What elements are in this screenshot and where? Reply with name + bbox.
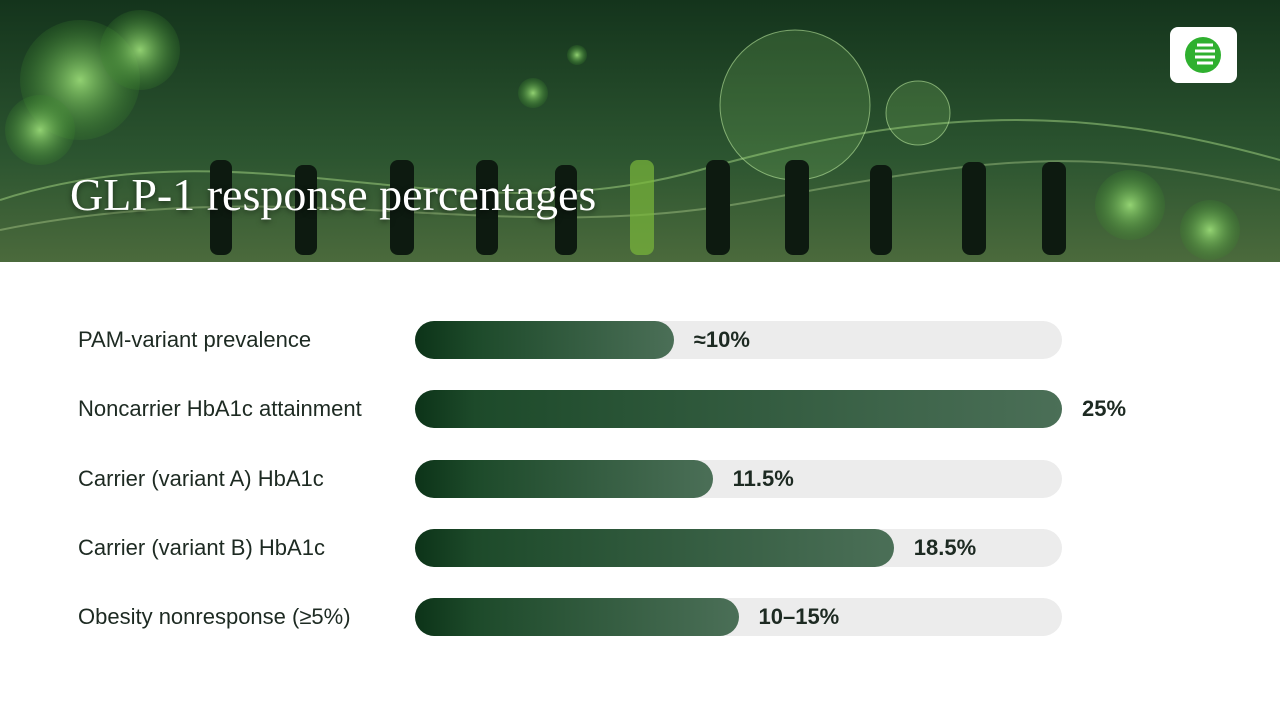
value-label: 18.5%: [913, 534, 977, 560]
banner-image: [0, 0, 1280, 262]
bar: [415, 598, 739, 637]
category-label: PAM-variant prevalence: [78, 327, 312, 352]
logo: [1170, 27, 1237, 83]
bar: [415, 528, 894, 567]
category-label: Noncarrier HbA1c attainment: [78, 396, 362, 422]
value-label: 25%: [1082, 396, 1127, 422]
slide-title: GLP-1 response percentages: [70, 169, 597, 220]
category-label: Obesity nonresponse (≥5%): [78, 604, 351, 630]
category-label: Carrier (variant B) HbA1c: [78, 534, 325, 560]
bar: [415, 390, 1062, 429]
value-label: 10–15%: [758, 604, 840, 630]
bar: [415, 459, 713, 498]
logo-icon: [1185, 37, 1221, 73]
bar: [415, 321, 674, 359]
value-label: ≈10%: [693, 327, 750, 352]
value-label: 11.5%: [732, 465, 794, 491]
category-label: Carrier (variant A) HbA1c: [78, 465, 324, 491]
